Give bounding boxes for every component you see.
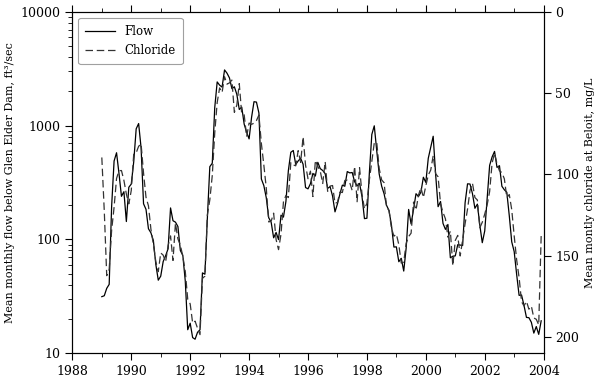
Y-axis label: Mean monthly flow below Glen Elder Dam, ft³/sec: Mean monthly flow below Glen Elder Dam, … xyxy=(5,42,15,323)
Line: Chloride: Chloride xyxy=(102,77,541,335)
Chloride xyxy=(150,242,157,247)
Chloride xyxy=(528,304,535,308)
Y-axis label: Mean montly chloride at Beloit, mg/L: Mean montly chloride at Beloit, mg/L xyxy=(585,77,595,288)
Chloride xyxy=(98,155,106,160)
Chloride xyxy=(196,332,203,337)
Flow xyxy=(191,337,199,342)
Chloride xyxy=(106,267,113,272)
Flow xyxy=(189,335,196,340)
Chloride xyxy=(493,162,500,166)
Flow xyxy=(98,295,106,299)
Flow xyxy=(106,282,113,286)
Flow xyxy=(270,236,277,240)
Chloride xyxy=(189,321,196,325)
Flow xyxy=(528,320,535,324)
Legend: Flow, Chloride: Flow, Chloride xyxy=(78,18,182,64)
Chloride xyxy=(270,211,277,216)
Chloride xyxy=(221,74,228,79)
Flow xyxy=(150,238,157,243)
Flow xyxy=(221,68,228,72)
Flow xyxy=(493,165,500,170)
Line: Flow: Flow xyxy=(102,70,541,339)
Chloride xyxy=(538,233,545,237)
Flow xyxy=(538,319,545,323)
